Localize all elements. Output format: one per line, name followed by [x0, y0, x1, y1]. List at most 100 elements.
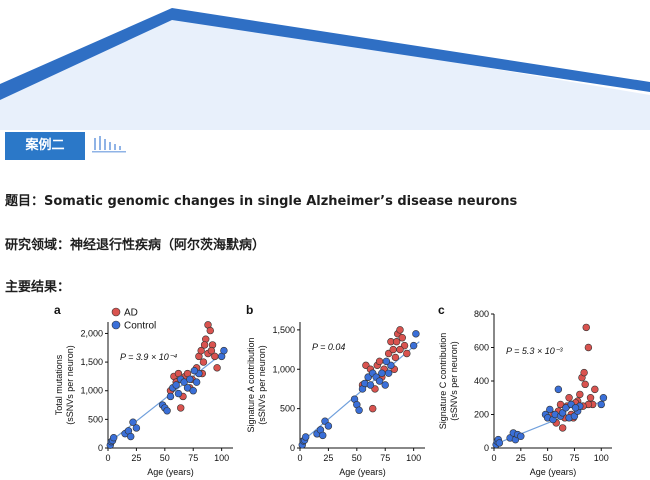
data-point-control [220, 346, 228, 355]
y-axis-label: (sSNVs per neuron) [449, 341, 459, 421]
data-point-control [384, 369, 393, 377]
data-point-control [495, 439, 504, 447]
data-point-control [186, 375, 194, 383]
data-point-control [192, 378, 201, 386]
y-tick-label: 2,000 [80, 328, 103, 338]
y-tick-label: 1,000 [80, 386, 103, 396]
data-point-control [324, 422, 333, 430]
y-tick-label: 1,500 [80, 357, 103, 367]
data-point-control [172, 381, 180, 389]
x-axis-label: Age (years) [147, 467, 194, 477]
data-point-ad [200, 341, 209, 349]
chart-panel-c: c 0 200 400 600 800 0 25 50 75 100 Age (years) Signa… [438, 303, 612, 477]
legend-label: AD [124, 308, 138, 319]
data-point-control [562, 404, 570, 412]
data-point-control [301, 433, 310, 441]
data-point-control [517, 432, 525, 440]
x-axis-label: Age (years) [530, 467, 577, 477]
data-point-ad [586, 394, 595, 402]
data-point-ad [580, 368, 588, 377]
data-point-control [597, 400, 605, 409]
data-point-control [382, 357, 391, 366]
y-axis-label: Signature A contribution [246, 337, 256, 432]
data-point-ad [398, 334, 406, 342]
data-point-ad [375, 357, 384, 366]
legend-marker [111, 320, 121, 330]
data-point-control [166, 392, 175, 401]
data-point-control [190, 366, 199, 375]
y-tick-label: 500 [280, 404, 295, 414]
data-point-ad [199, 358, 208, 366]
title-line: 题目：Somatic genomic changes in single Alz… [5, 194, 518, 209]
x-tick-label: 100 [214, 453, 229, 463]
x-tick-label: 75 [188, 453, 198, 463]
x-tick-label: 75 [380, 453, 390, 463]
data-point-ad [213, 364, 221, 372]
x-tick-label: 50 [160, 453, 170, 463]
data-point-ad [396, 345, 404, 354]
header-banner [0, 8, 650, 130]
y-axis-label: Total mutations [54, 354, 64, 415]
y-tick-label: 1,000 [272, 364, 295, 374]
data-point-ad [565, 394, 573, 402]
data-point-control [375, 377, 384, 385]
chart-panel-b: b 0 500 1,000 1,500 0 25 50 75 100 Age (years) Sign… [246, 303, 425, 477]
data-point-ad [581, 380, 589, 389]
y-tick-label: 400 [474, 376, 489, 386]
y-tick-label: 200 [474, 410, 489, 420]
x-tick-label: 25 [516, 453, 526, 463]
data-point-control [571, 404, 580, 412]
data-point-control [127, 432, 135, 441]
data-point-ad [396, 326, 404, 334]
data-point-ad [389, 345, 397, 354]
chart-panel-a: a 0 500 1,000 1,500 2,000 0 25 50 75 100 Age (years… [54, 303, 233, 477]
data-point-ad [403, 349, 411, 358]
x-tick-label: 25 [323, 453, 333, 463]
y-tick-label: 1,500 [272, 325, 295, 335]
data-point-ad [584, 343, 593, 352]
x-tick-label: 75 [569, 453, 579, 463]
y-tick-label: 0 [290, 443, 295, 453]
data-point-ad [369, 404, 377, 413]
data-point-control [355, 406, 363, 414]
x-tick-label: 25 [131, 453, 141, 463]
data-point-ad [392, 337, 401, 346]
bar-chart-icon [92, 136, 126, 153]
p-value-annotation: P = 5.3 × 10⁻³ [506, 346, 563, 356]
y-tick-label: 0 [484, 443, 489, 453]
data-point-control [109, 433, 118, 442]
panel-letter: b [246, 303, 253, 317]
data-point-control [546, 405, 554, 414]
x-tick-label: 0 [491, 453, 496, 463]
data-point-control [554, 385, 563, 394]
y-tick-label: 0 [98, 443, 103, 453]
x-tick-label: 100 [594, 453, 609, 463]
data-point-ad [576, 390, 584, 399]
data-point-control [381, 381, 389, 389]
data-point-control [412, 330, 420, 338]
legend-label: Control [124, 321, 156, 332]
x-tick-label: 0 [105, 453, 110, 463]
data-point-ad [206, 326, 214, 335]
field-line: 研究领域：神经退行性疾病（阿尔茨海默病） [5, 238, 266, 253]
data-point-control [366, 381, 375, 389]
x-tick-label: 50 [352, 453, 362, 463]
panel-letter: c [438, 303, 445, 317]
data-point-control [174, 389, 183, 398]
y-axis-label: Signature C contribution [438, 333, 448, 430]
data-point-control [132, 424, 141, 432]
x-axis-label: Age (years) [339, 467, 386, 477]
y-axis-label: (sSNVs per neuron) [257, 345, 267, 425]
y-tick-label: 600 [474, 343, 489, 353]
x-tick-label: 0 [297, 453, 302, 463]
data-point-ad [207, 346, 216, 355]
panel-letter: a [54, 303, 61, 317]
data-point-control [163, 407, 171, 415]
results-label: 主要结果： [5, 280, 71, 295]
banner-light-shape [0, 15, 650, 130]
data-point-ad [197, 346, 205, 355]
data-point-ad [391, 353, 400, 362]
data-point-control [129, 418, 137, 426]
data-point-ad [591, 385, 599, 394]
